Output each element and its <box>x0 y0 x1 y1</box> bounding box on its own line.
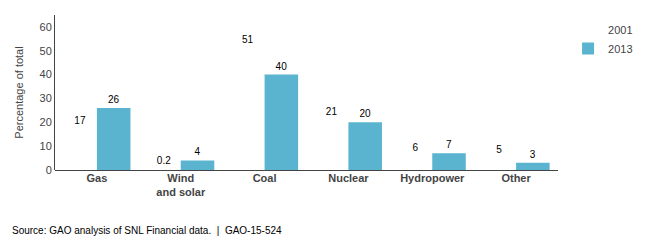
svg-text:10: 10 <box>40 140 52 152</box>
svg-text:3: 3 <box>530 149 536 160</box>
svg-text:Source: GAO analysis of SNL Fi: Source: GAO analysis of SNL Financial da… <box>12 225 282 236</box>
svg-text:2001: 2001 <box>608 24 632 36</box>
svg-text:2013: 2013 <box>608 43 632 55</box>
svg-text:Hydropower: Hydropower <box>400 172 465 184</box>
svg-text:21: 21 <box>326 106 338 117</box>
svg-text:20: 20 <box>359 108 371 119</box>
svg-text:0.2: 0.2 <box>157 155 171 166</box>
svg-text:5: 5 <box>496 144 502 155</box>
svg-text:Coal: Coal <box>253 172 277 184</box>
svg-text:4: 4 <box>195 146 201 157</box>
svg-text:60: 60 <box>40 21 52 33</box>
svg-text:30: 30 <box>40 92 52 104</box>
svg-text:51: 51 <box>242 34 254 45</box>
svg-text:17: 17 <box>74 115 86 126</box>
svg-text:20: 20 <box>40 116 52 128</box>
svg-text:50: 50 <box>40 45 52 57</box>
svg-text:Percentage of total: Percentage of total <box>13 46 25 138</box>
svg-text:0: 0 <box>46 164 52 176</box>
svg-text:6: 6 <box>412 142 418 153</box>
svg-text:26: 26 <box>108 94 120 105</box>
svg-text:Other: Other <box>501 172 531 184</box>
svg-text:40: 40 <box>40 68 52 80</box>
svg-text:7: 7 <box>446 139 452 150</box>
svg-text:Windand solar: Windand solar <box>156 172 206 198</box>
svg-text:Nuclear: Nuclear <box>328 172 369 184</box>
svg-text:40: 40 <box>276 61 288 72</box>
svg-text:Gas: Gas <box>87 172 108 184</box>
